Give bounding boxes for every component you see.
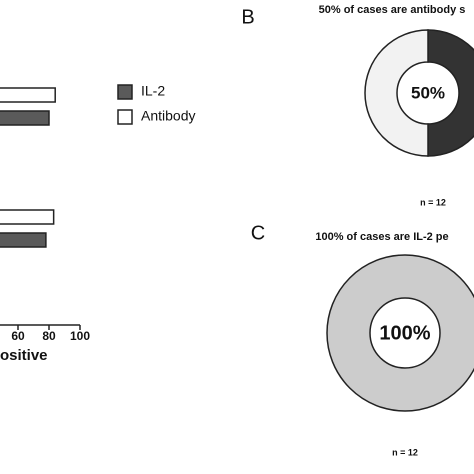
x-axis-label: ositive (0, 347, 48, 364)
panel-letter: C (251, 222, 265, 244)
legend-label: IL-2 (141, 83, 165, 99)
center-label: 50% (411, 83, 445, 102)
panel-letter: B (241, 6, 254, 28)
center-label: 100% (379, 322, 430, 344)
x-tick-label: 60 (11, 329, 25, 343)
legend-label: Antibody (141, 108, 195, 124)
chart-title: 50% of cases are antibody s (319, 4, 466, 16)
chart-title: 100% of cases are IL-2 pe (315, 231, 448, 243)
donut-slice (427, 29, 474, 157)
bar (0, 87, 56, 103)
x-tick-label: 80 (42, 329, 56, 343)
legend-swatch (117, 109, 133, 125)
donut-slice (364, 29, 429, 157)
legend-swatch (117, 84, 133, 100)
sample-note: n = 12 (420, 197, 446, 207)
sample-note: n = 12 (392, 447, 418, 457)
bar (0, 209, 55, 225)
donut-slice (326, 254, 474, 412)
bar (0, 232, 47, 248)
x-tick-label: 100 (70, 329, 90, 343)
bar (0, 110, 50, 126)
